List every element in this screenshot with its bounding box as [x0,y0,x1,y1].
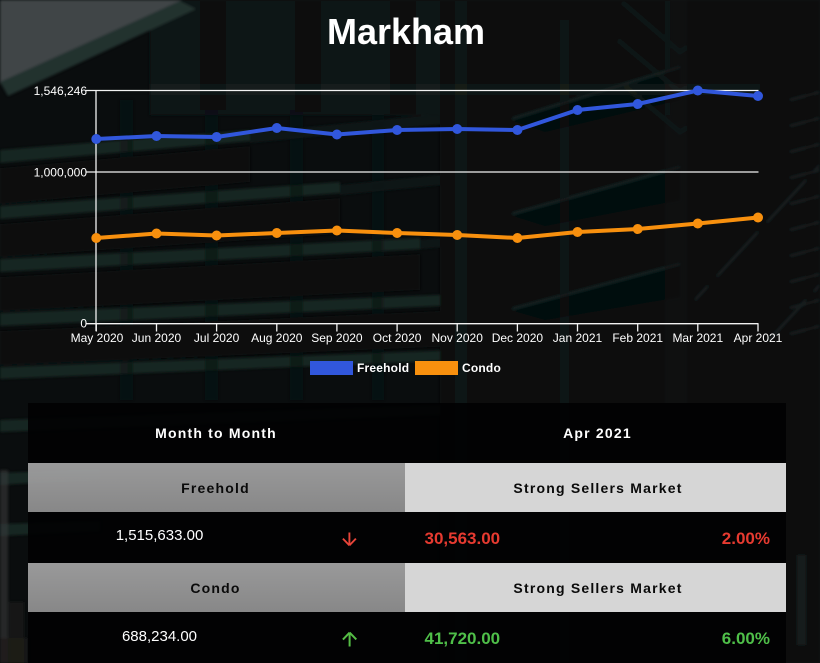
svg-text:Jan 2021: Jan 2021 [553,331,603,345]
svg-text:May 2020: May 2020 [71,331,124,345]
svg-text:Dec 2020: Dec 2020 [492,331,544,345]
svg-text:Jul 2020: Jul 2020 [194,331,240,345]
svg-text:1,000,000: 1,000,000 [34,166,88,180]
svg-text:Oct 2020: Oct 2020 [373,331,422,345]
svg-text:Mar 2021: Mar 2021 [672,331,723,345]
svg-text:Sep 2020: Sep 2020 [311,331,363,345]
svg-text:Aug 2020: Aug 2020 [251,331,303,345]
svg-text:Apr 2021: Apr 2021 [734,331,783,345]
svg-text:Feb 2021: Feb 2021 [612,331,663,345]
svg-text:0: 0 [80,317,87,331]
svg-text:1,546,246: 1,546,246 [34,84,88,98]
svg-text:Nov 2020: Nov 2020 [432,331,484,345]
svg-text:Jun 2020: Jun 2020 [132,331,182,345]
